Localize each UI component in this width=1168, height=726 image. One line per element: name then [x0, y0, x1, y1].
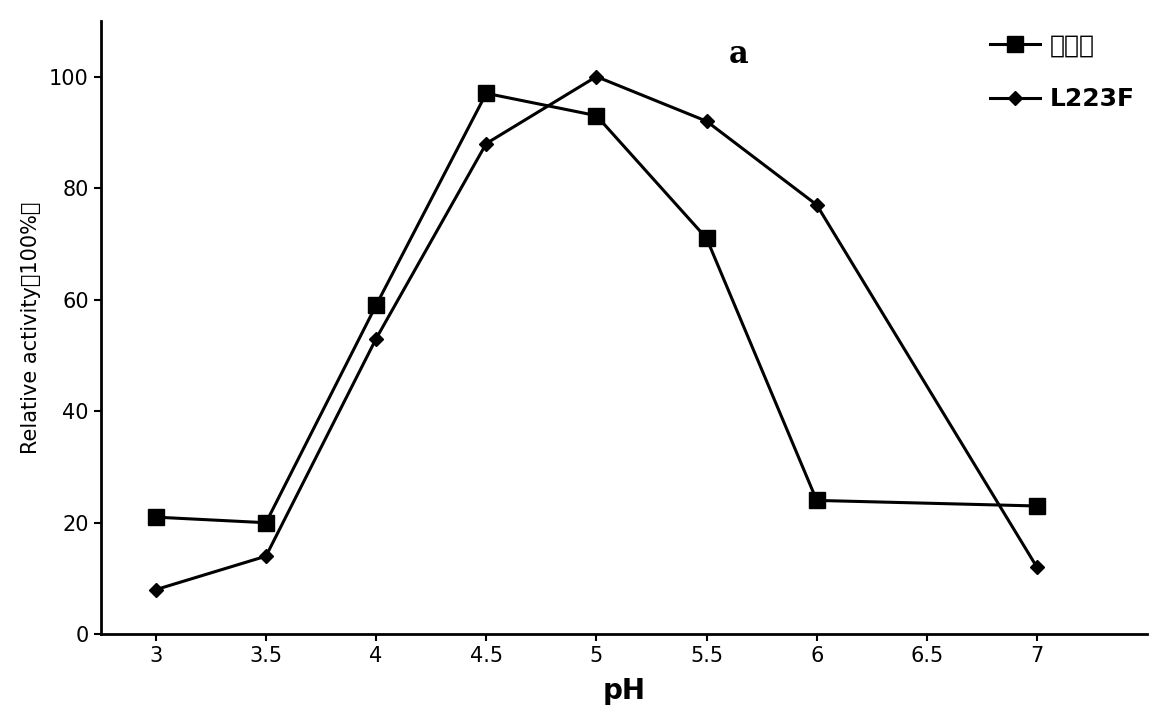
野生型: [590, 111, 604, 120]
L223F: [809, 200, 823, 209]
X-axis label: pH: pH: [603, 677, 646, 705]
野生型: [259, 518, 273, 527]
Y-axis label: Relative activity（100%）: Relative activity（100%）: [21, 201, 41, 454]
野生型: [148, 513, 162, 521]
野生型: [369, 301, 383, 309]
L223F: [590, 73, 604, 81]
野生型: [479, 89, 493, 98]
Text: a: a: [729, 39, 749, 70]
野生型: [809, 496, 823, 505]
Line: 野生型: 野生型: [147, 85, 1045, 531]
L223F: [1030, 563, 1044, 571]
Legend: 野生型, L223F: 野生型, L223F: [989, 33, 1134, 111]
野生型: [1030, 502, 1044, 510]
L223F: [259, 552, 273, 560]
野生型: [700, 234, 714, 242]
L223F: [479, 139, 493, 148]
L223F: [148, 585, 162, 594]
Line: L223F: L223F: [151, 72, 1042, 595]
L223F: [369, 335, 383, 343]
L223F: [700, 117, 714, 126]
